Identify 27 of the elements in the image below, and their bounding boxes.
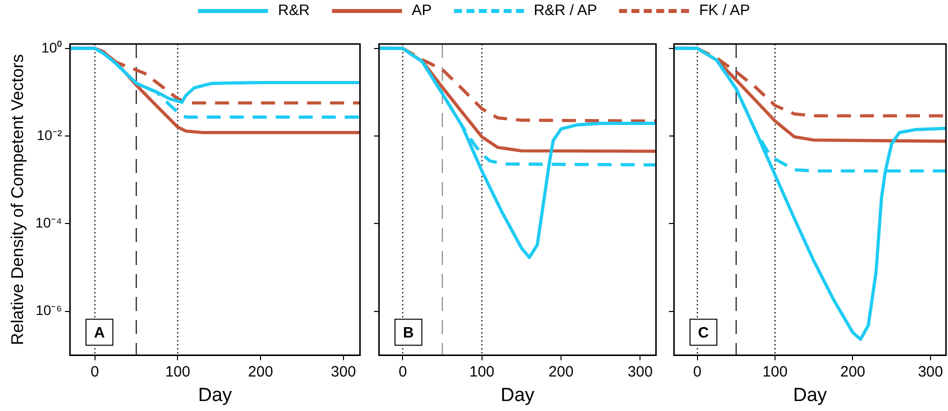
legend-label: R&R / AP [534, 2, 598, 19]
y-axis-title: Relative Density of Competent Vectors [8, 54, 27, 346]
x-tick-label: 0 [398, 363, 407, 380]
legend-label: AP [412, 2, 432, 19]
y-tick-label: 10⁻⁶ [36, 302, 62, 318]
y-tick-label: 10⁰ [41, 39, 62, 56]
x-axis-title: Day [198, 384, 232, 406]
x-tick-label: 200 [840, 363, 866, 380]
annotation: A [94, 324, 105, 342]
y-tick-label: 10⁻⁴ [35, 214, 62, 231]
x-tick-label: 100 [762, 363, 788, 380]
x-axis-title: Day [793, 384, 828, 406]
x-tick-label: 300 [330, 363, 356, 380]
x-tick-label: 300 [628, 363, 653, 380]
legend-label: FK / AP [699, 2, 750, 19]
annotation: B [402, 324, 414, 342]
x-axis-title: Day [500, 384, 535, 406]
x-tick-label: 300 [918, 363, 943, 380]
x-tick-label: 0 [693, 363, 702, 380]
x-tick-label: 0 [90, 363, 100, 380]
x-tick-label: 100 [469, 363, 494, 380]
x-tick-label: 200 [248, 363, 274, 380]
legend-label: R&R [278, 2, 310, 19]
y-tick-label: 10⁻² [36, 126, 62, 143]
x-tick-label: 100 [165, 363, 190, 380]
x-tick-label: 200 [548, 363, 574, 380]
annotation: C [698, 324, 709, 342]
